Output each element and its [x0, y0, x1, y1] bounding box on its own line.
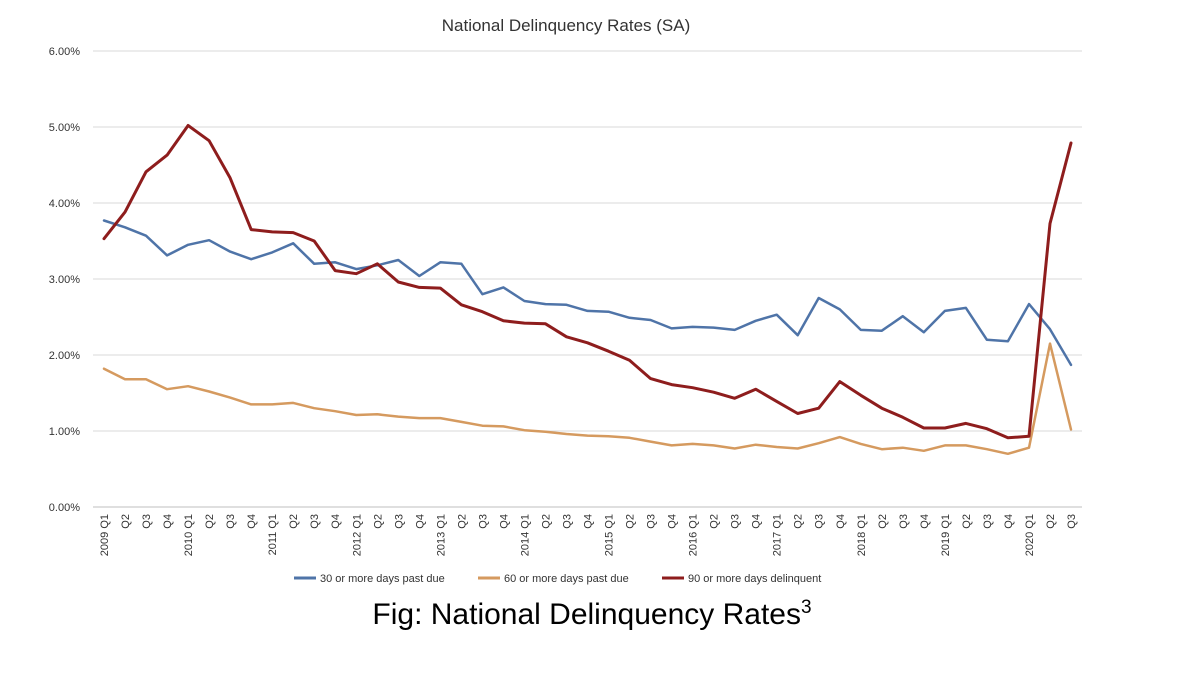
x-tick-label: Q4 [498, 514, 510, 529]
x-tick-label: Q2 [709, 514, 721, 529]
series-line-3 [102, 124, 1073, 440]
y-tick-label: 1.00% [49, 426, 80, 438]
x-tick-label: Q4 [330, 514, 342, 529]
x-tick-label: 2011 Q1 [267, 514, 279, 555]
x-tick-label: Q2 [625, 514, 637, 529]
y-tick-label: 4.00% [49, 198, 80, 210]
x-tick-label: Q3 [477, 514, 489, 529]
x-tick-label: Q2 [288, 514, 300, 529]
x-tick-label: 2019 Q1 [940, 514, 952, 556]
x-tick-label: Q4 [919, 514, 931, 529]
x-tick-label: 2017 Q1 [772, 514, 784, 556]
x-tick-label: Q2 [204, 514, 216, 529]
x-tick-label: Q3 [225, 514, 237, 529]
y-tick-label: 6.00% [49, 46, 80, 58]
legend-label: 60 or more days past due [504, 573, 629, 585]
x-tick-label: Q3 [309, 514, 321, 529]
x-tick-label: Q4 [583, 514, 595, 529]
x-tick-label: 2013 Q1 [435, 514, 447, 556]
x-tick-label: Q3 [982, 514, 994, 529]
x-tick-label: Q3 [898, 514, 910, 529]
caption-text: Fig: National Delinquency Rates [372, 598, 801, 631]
y-tick-label: 2.00% [49, 350, 80, 362]
x-tick-label: 2012 Q1 [351, 514, 363, 556]
x-tick-label: Q4 [667, 514, 679, 529]
x-tick-label: 2016 Q1 [688, 514, 700, 556]
x-tick-label: Q2 [372, 514, 384, 529]
x-tick-label: 2020 Q1 [1024, 514, 1036, 556]
y-axis-tick-labels: 0.00% 1.00% 2.00% 3.00% 4.00% 5.00% 6.00% [49, 46, 80, 514]
x-tick-label: Q2 [961, 514, 973, 529]
x-tick-label: Q3 [1066, 514, 1078, 529]
x-tick-label: 2010 Q1 [183, 514, 195, 556]
x-tick-label: Q3 [393, 514, 405, 529]
y-tick-label: 3.00% [49, 274, 80, 286]
x-tick-label: 2015 Q1 [604, 514, 616, 556]
x-tick-label: Q4 [1003, 514, 1015, 529]
x-tick-label: Q3 [730, 514, 742, 529]
gridlines [93, 50, 1082, 508]
x-tick-label: Q3 [814, 514, 826, 529]
legend-label: 90 or more days delinquent [688, 573, 821, 585]
x-tick-label: Q2 [877, 514, 889, 529]
x-tick-label: Q3 [141, 514, 153, 529]
x-tick-label: Q2 [540, 514, 552, 529]
x-tick-label: Q3 [561, 514, 573, 529]
y-tick-label: 0.00% [49, 502, 80, 514]
y-tick-label: 5.00% [49, 122, 80, 134]
legend-label: 30 or more days past due [320, 573, 445, 585]
x-tick-label: Q4 [751, 514, 763, 529]
x-tick-label: Q2 [1045, 514, 1057, 529]
series-lines [102, 124, 1073, 456]
line-chart: National Delinquency Rates (SA) 0.00% 1.0… [49, 16, 1082, 585]
x-tick-label: 2014 Q1 [519, 514, 531, 556]
x-tick-label: Q4 [414, 514, 426, 529]
x-tick-label: 2018 Q1 [856, 514, 868, 556]
x-tick-label: Q2 [456, 514, 468, 529]
x-tick-label: Q2 [120, 514, 132, 529]
caption-superscript: 3 [800, 597, 812, 618]
figure-caption: Fig: National Delinquency Rates3 [0, 598, 1184, 632]
series-line-2 [102, 342, 1073, 456]
x-tick-label: Q4 [246, 514, 258, 529]
legend: 30 or more days past due 60 or more days … [294, 573, 821, 585]
x-tick-label: Q3 [646, 514, 658, 529]
x-tick-label: 2009 Q1 [99, 514, 111, 556]
x-tick-label: Q2 [793, 514, 805, 529]
series-line-1 [102, 219, 1073, 367]
chart-title: National Delinquency Rates (SA) [442, 16, 691, 35]
x-axis-tick-labels: 2009 Q1 Q2 Q3 Q4 2010 Q1 Q2 Q3 Q4 2011 Q1 Q2 Q3 Q4 2… [99, 514, 1078, 556]
x-tick-label: Q4 [162, 514, 174, 529]
x-tick-label: Q4 [835, 514, 847, 529]
